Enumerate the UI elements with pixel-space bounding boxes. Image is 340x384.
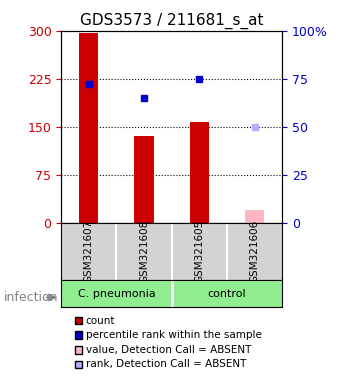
- Bar: [190, 122, 209, 223]
- Text: GSM321607: GSM321607: [84, 220, 94, 283]
- Text: infection: infection: [3, 291, 58, 304]
- Text: percentile rank within the sample: percentile rank within the sample: [86, 330, 261, 340]
- Text: control: control: [208, 289, 246, 299]
- Text: GSM321608: GSM321608: [139, 220, 149, 283]
- Text: GSM321605: GSM321605: [194, 220, 204, 283]
- Text: value, Detection Call = ABSENT: value, Detection Call = ABSENT: [86, 345, 251, 355]
- Text: count: count: [86, 316, 115, 326]
- Bar: [245, 210, 264, 223]
- Text: GSM321606: GSM321606: [250, 220, 259, 283]
- Bar: [79, 33, 99, 223]
- Text: rank, Detection Call = ABSENT: rank, Detection Call = ABSENT: [86, 359, 246, 369]
- Text: C. pneumonia: C. pneumonia: [78, 289, 155, 299]
- Bar: [134, 136, 154, 223]
- Title: GDS3573 / 211681_s_at: GDS3573 / 211681_s_at: [80, 13, 264, 29]
